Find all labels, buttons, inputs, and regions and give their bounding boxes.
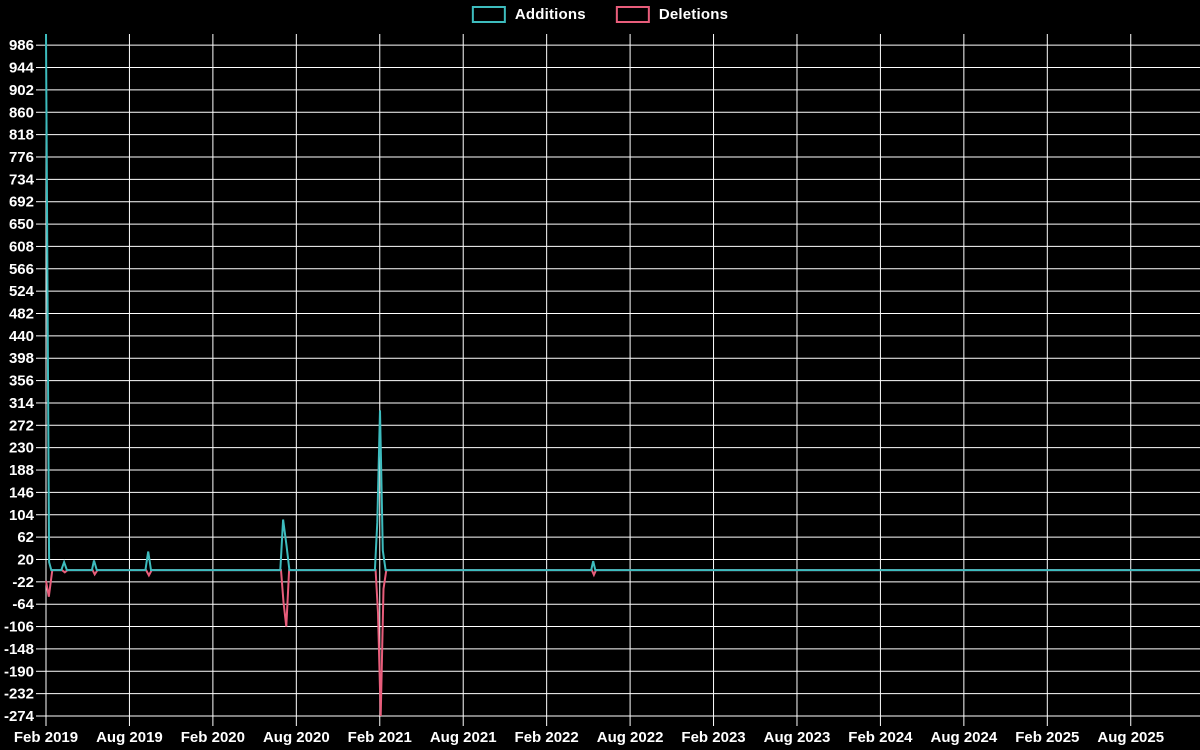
x-tick-label: Feb 2021 [348,729,412,746]
y-tick-label: -22 [12,574,34,591]
y-tick-label: 398 [9,350,34,367]
y-tick-label: 944 [9,60,35,77]
y-tick-label: 272 [9,417,34,434]
y-tick-label: 188 [9,462,34,479]
y-tick-label: 902 [9,82,34,99]
y-tick-label: 692 [9,194,34,211]
chart-legend: Additions Deletions [471,6,729,23]
x-tick-label: Feb 2020 [181,729,245,746]
y-tick-label: 608 [9,238,34,255]
y-tick-label: 776 [9,149,34,166]
y-tick-label: 314 [9,395,35,412]
x-tick-labels: Feb 2019 Aug 2019 Feb 2020 Aug 2020 Feb 2021… [14,729,1164,746]
y-tick-label: 986 [9,37,34,54]
y-tick-label: 230 [9,440,34,457]
y-tick-label: 104 [9,507,35,524]
additions-line [45,33,1200,572]
y-tick-label: 440 [9,328,34,345]
x-tick-label: Aug 2020 [263,729,330,746]
y-tick-label: 818 [9,127,34,144]
x-tick-label: Aug 2023 [764,729,831,746]
x-tick-label: Feb 2024 [848,729,913,746]
y-tick-label: 356 [9,373,34,390]
y-tick-label: -190 [4,663,34,680]
legend-item-additions[interactable]: Additions [471,6,586,23]
y-gridlines [46,44,1200,717]
y-tick-label: -232 [4,686,34,703]
x-gridlines [45,34,1132,716]
y-tick-label: 860 [9,104,34,121]
y-tick-labels: 986 944 902 860 818 776 734 692 650 608 566 524 482 4… [4,37,35,725]
y-tick-label: 734 [9,171,35,188]
y-tick-label: 146 [9,484,34,501]
y-tick-label: 650 [9,216,34,233]
x-tick-label: Feb 2023 [681,729,745,746]
y-tick-label: 524 [9,283,35,300]
x-tick-label: Feb 2019 [14,729,78,746]
y-tick-label: 20 [17,551,34,568]
axis-tick-marks [36,44,1132,726]
x-tick-label: Aug 2025 [1097,729,1164,746]
y-tick-label: -148 [4,641,34,658]
y-tick-label: -106 [4,619,34,636]
x-tick-label: Aug 2022 [597,729,664,746]
y-tick-label: 62 [17,529,34,546]
legend-label-additions: Additions [514,6,586,23]
x-tick-label: Aug 2024 [931,729,998,746]
x-tick-label: Aug 2019 [96,729,163,746]
legend-label-deletions: Deletions [658,6,729,23]
legend-swatch-deletions-icon [615,6,650,23]
y-tick-label: 482 [9,306,34,323]
data-series-lines [45,33,1200,717]
y-tick-label: -64 [12,596,34,613]
x-tick-label: Feb 2022 [515,729,579,746]
y-tick-label: 566 [9,261,34,278]
x-tick-label: Feb 2025 [1015,729,1079,746]
x-tick-label: Aug 2021 [430,729,497,746]
y-tick-label: -274 [4,708,35,725]
legend-swatch-additions-icon [471,6,506,23]
legend-item-deletions[interactable]: Deletions [615,6,729,23]
